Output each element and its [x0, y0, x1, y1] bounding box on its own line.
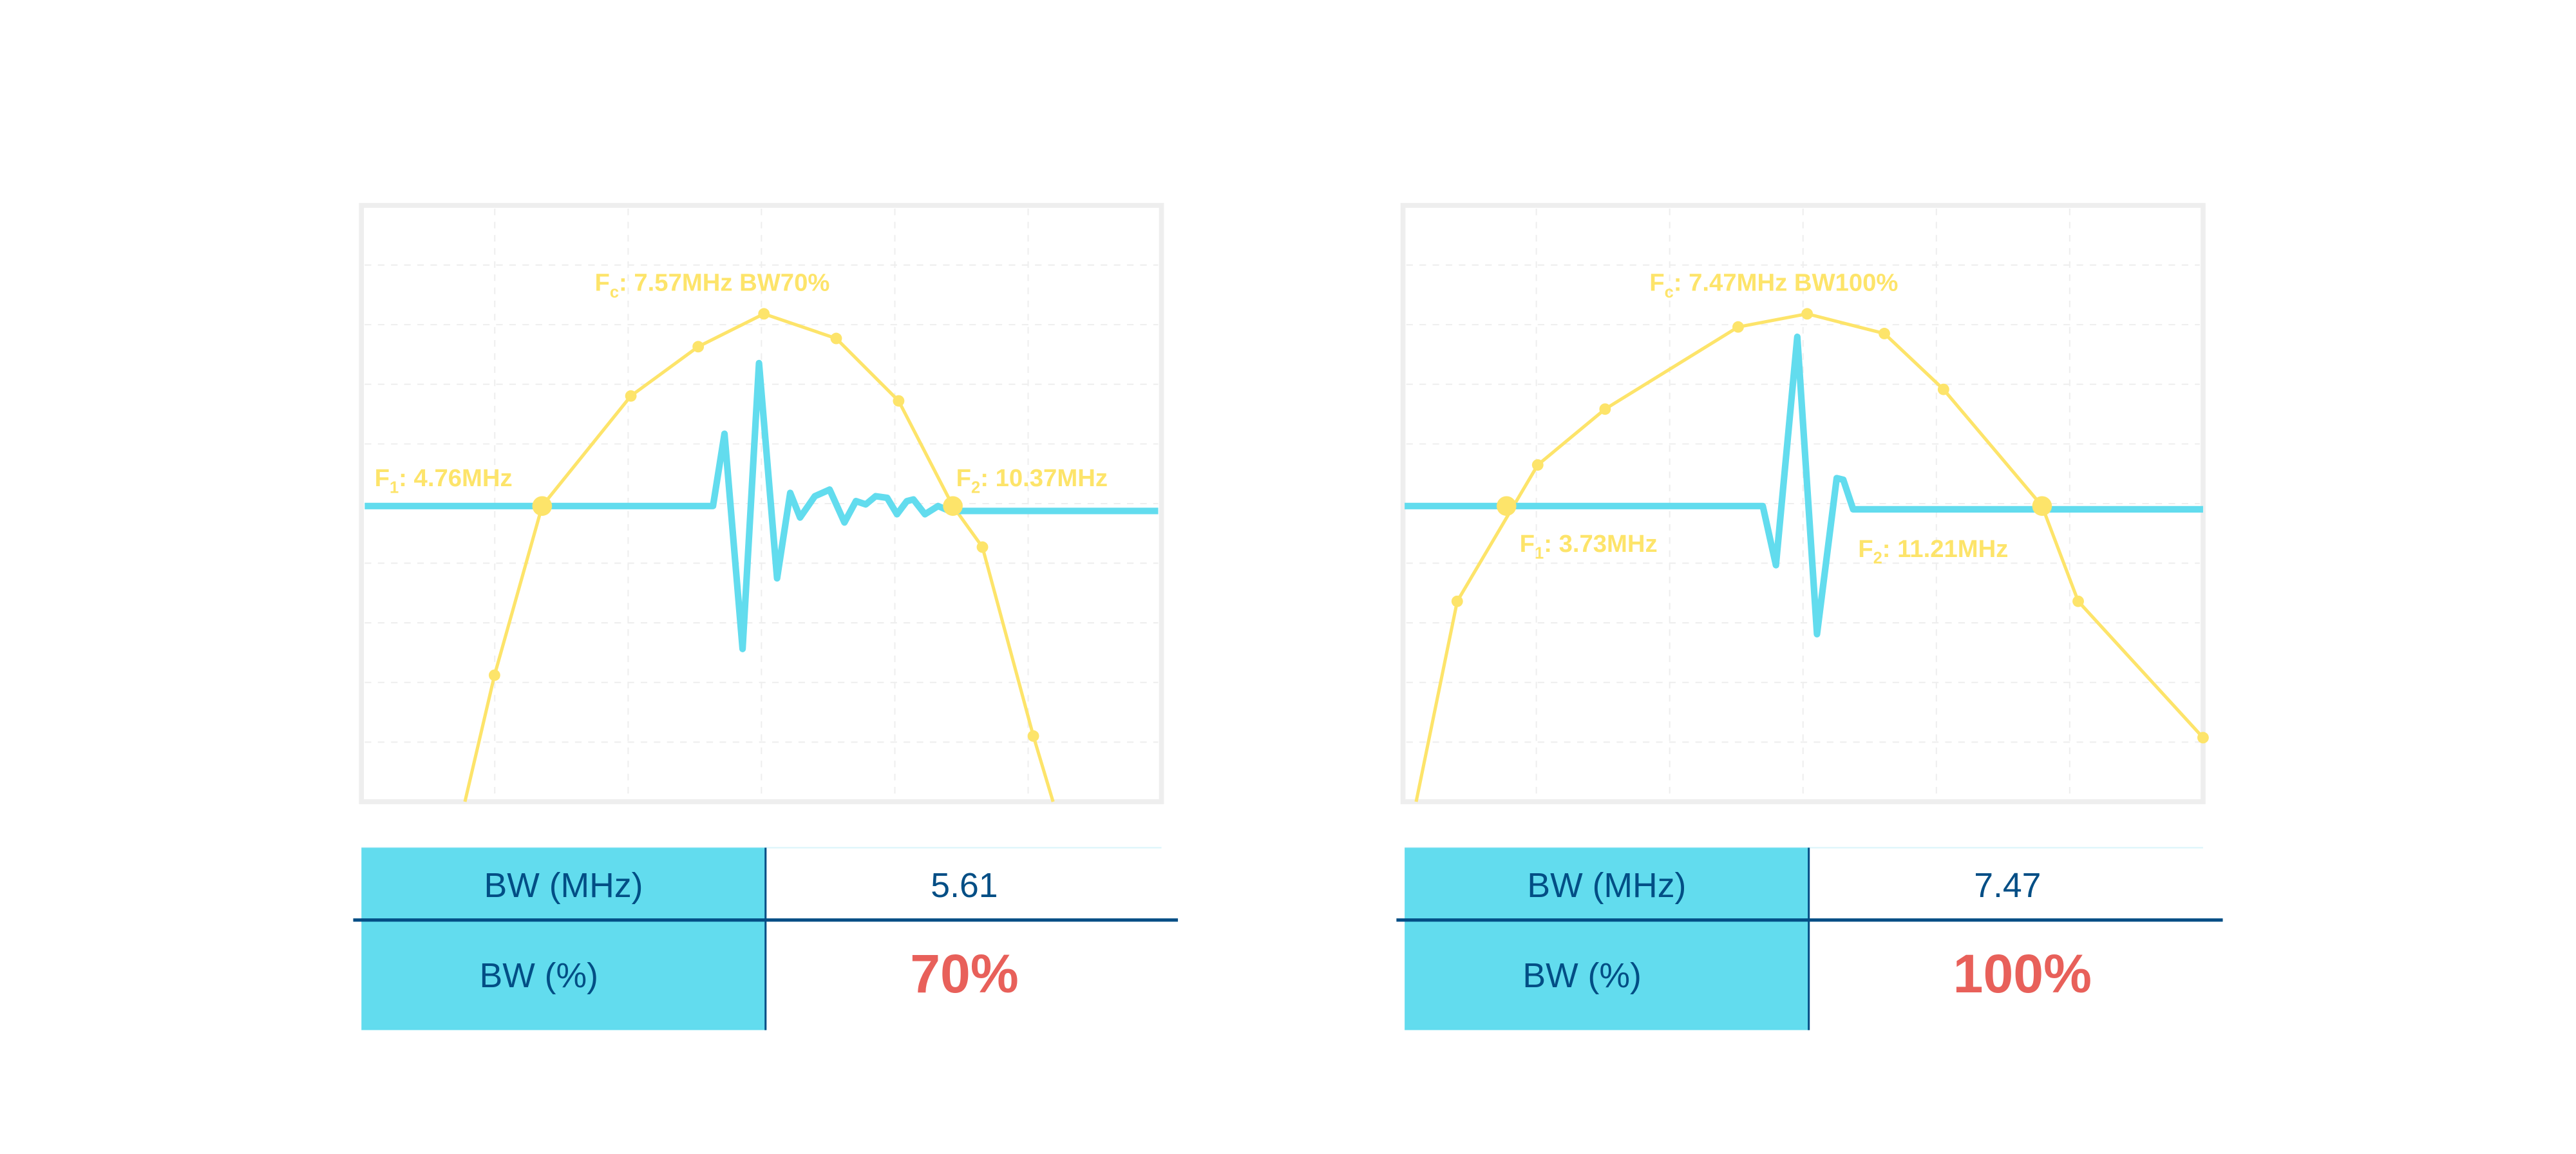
f2-label: F2: 11.21MHz: [1858, 535, 2008, 567]
bw-percent-label: BW (%): [1522, 957, 1641, 995]
pulse-waveform-line: [365, 359, 1159, 652]
bw-mhz-label: BW (MHz): [1527, 867, 1686, 905]
f2-label: F2: 10.37MHz: [956, 464, 1108, 497]
frequency-response-line: [463, 312, 1055, 802]
frequency-response-points: [488, 308, 1039, 742]
data-point: [1451, 595, 1463, 607]
bw-percent-value: 70%: [910, 943, 1018, 1004]
bw-mhz-value: 5.61: [931, 867, 998, 905]
pulse-waveform-line: [1405, 333, 2203, 638]
data-point: [893, 395, 905, 407]
data-point: [1027, 730, 1039, 742]
table-header-column: [1405, 847, 1809, 1030]
data-point: [758, 308, 770, 320]
cutoff-point: [2032, 496, 2052, 516]
bandwidth-table: BW (MHz) 5.61 BW (%) 70%: [353, 847, 1179, 1030]
table-header-column: [361, 847, 766, 1030]
data-point: [1531, 459, 1544, 471]
data-point: [976, 541, 989, 553]
f1-label: F1: 3.73MHz: [1520, 530, 1658, 562]
grid: [1406, 209, 2200, 799]
bw-percent-label: BW (%): [480, 957, 598, 995]
right-panel: Fc: 7.47MHz BW100% F1: 3.73MHz F2: 11.21…: [1396, 203, 2223, 1030]
data-point: [2197, 732, 2209, 744]
bandwidth-table: BW (MHz) 7.47 BW (%) 100%: [1396, 847, 2223, 1030]
data-point: [1801, 308, 1814, 320]
data-point: [1732, 321, 1744, 333]
fc-label: Fc: 7.47MHz BW100%: [1649, 269, 1898, 301]
data-point: [692, 341, 705, 353]
bw-mhz-label: BW (MHz): [484, 867, 643, 905]
frequency-response-points: [1451, 308, 2209, 744]
data-point: [488, 669, 500, 681]
data-point: [2072, 595, 2084, 607]
data-point: [1599, 403, 1611, 415]
fc-label: Fc: 7.57MHz BW70%: [594, 269, 829, 301]
bw-percent-value: 100%: [1953, 943, 2092, 1004]
cutoff-point: [532, 496, 553, 516]
data-point: [1879, 328, 1890, 339]
bw-mhz-value: 7.47: [1974, 867, 2041, 905]
cutoff-point: [1496, 496, 1517, 516]
data-point: [1937, 383, 1949, 395]
f1-label: F1: 4.76MHz: [375, 464, 513, 497]
data-point: [625, 390, 637, 402]
cutoff-point: [943, 496, 963, 516]
left-panel: Fc: 7.57MHz BW70% F1: 4.76MHz F2: 10.37M…: [353, 203, 1179, 1030]
data-point: [830, 332, 842, 345]
